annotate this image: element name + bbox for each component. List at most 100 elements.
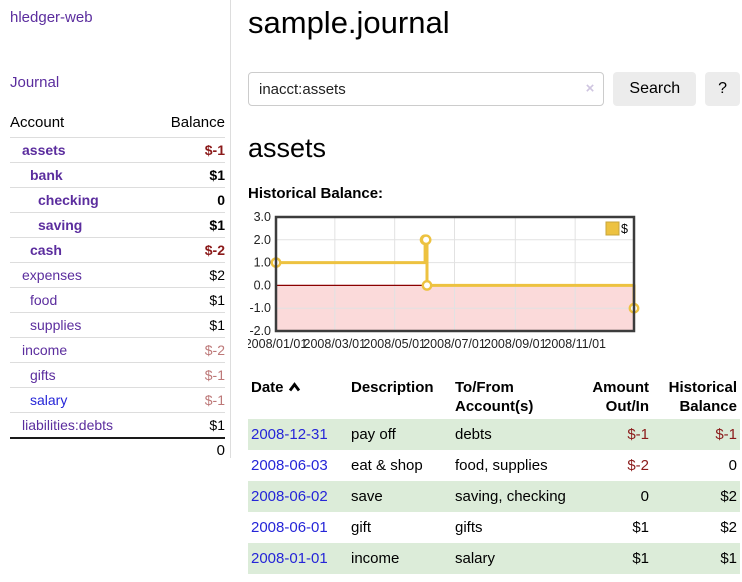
x-tick-label: 2008/11/01 bbox=[544, 337, 606, 351]
account-row: cash $-2 bbox=[10, 237, 225, 263]
account-row: supplies $1 bbox=[10, 312, 225, 338]
transaction-amount: $1 bbox=[578, 543, 652, 574]
account-balance: $1 bbox=[150, 212, 225, 238]
transaction-description: eat & shop bbox=[351, 457, 423, 474]
accounts-col-balance: Balance bbox=[170, 114, 225, 131]
register-col-amount: Amount Out/In bbox=[592, 379, 649, 415]
transaction-description: gift bbox=[351, 519, 372, 536]
account-row: food $1 bbox=[10, 287, 225, 313]
transaction-accounts: salary bbox=[452, 543, 578, 574]
accounts-table-header: Account Balance bbox=[10, 111, 225, 138]
register-col-balance: Historical Balance bbox=[668, 379, 737, 415]
register-col-date[interactable]: Date bbox=[248, 375, 348, 419]
x-tick-label: 2008/07/01 bbox=[423, 337, 486, 351]
y-tick-label: 0.0 bbox=[254, 278, 271, 292]
account-balance: $1 bbox=[150, 287, 225, 313]
nav-journal-link[interactable]: Journal bbox=[10, 74, 60, 91]
transaction-accounts: saving, checking bbox=[452, 481, 578, 512]
search-input[interactable] bbox=[248, 72, 605, 106]
account-row: income $-2 bbox=[10, 337, 225, 363]
x-tick-label: 2008/03/01 bbox=[304, 337, 367, 351]
y-tick-label: 3.0 bbox=[254, 211, 271, 224]
account-row: saving $1 bbox=[10, 212, 225, 238]
accounts-table-body: assets $-1 bank $1 checking 0 saving $1 cash $-2 e… bbox=[10, 137, 225, 438]
y-tick-label: 1.0 bbox=[254, 256, 271, 270]
transaction-date-link[interactable]: 2008-06-02 bbox=[251, 488, 328, 505]
transaction-accounts: food, supplies bbox=[455, 457, 548, 474]
search-button[interactable]: Search bbox=[613, 72, 697, 106]
balance-chart-svg: 3.0 2.0 1.0 0.0 -1.0 -2.02008/01/012008/03/01… bbox=[248, 211, 640, 351]
transaction-balance: $2 bbox=[720, 519, 737, 536]
sidebar-account-checking[interactable]: checking bbox=[38, 192, 99, 208]
sidebar-account-expenses[interactable]: expenses bbox=[22, 267, 82, 283]
account-balance: $1 bbox=[150, 162, 225, 188]
sidebar-account-assets[interactable]: assets bbox=[22, 142, 66, 158]
x-tick-label: 2008/05/01 bbox=[363, 337, 426, 351]
transaction-accounts: debts bbox=[452, 419, 578, 450]
sidebar-account-food[interactable]: food bbox=[30, 292, 58, 308]
register-col-description: Description bbox=[351, 379, 434, 396]
search-box: × bbox=[248, 72, 605, 106]
account-row: salary $-1 bbox=[10, 387, 225, 413]
transaction-date-link[interactable]: 2008-01-01 bbox=[251, 550, 328, 567]
accounts-col-account: Account bbox=[10, 114, 65, 131]
search-form: × Search ? bbox=[248, 72, 740, 106]
account-row: gifts $-1 bbox=[10, 362, 225, 388]
sidebar-account-bank[interactable]: bank bbox=[30, 167, 63, 183]
account-row: bank $1 bbox=[10, 162, 225, 188]
transaction-description: pay off bbox=[348, 419, 452, 450]
y-tick-label: 2.0 bbox=[254, 233, 271, 247]
data-point-marker bbox=[421, 280, 433, 291]
data-point-marker bbox=[420, 234, 432, 246]
account-row: expenses $2 bbox=[10, 262, 225, 288]
transaction-balance: 0 bbox=[728, 457, 737, 474]
sidebar-account-income[interactable]: income bbox=[22, 342, 68, 358]
y-tick-label: -2.0 bbox=[249, 324, 271, 338]
legend-label: $ bbox=[621, 222, 628, 236]
register-col-accounts: To/From Account(s) bbox=[455, 379, 534, 415]
transaction-row: 2008-06-02 save saving, checking 0 $2 bbox=[248, 481, 740, 512]
account-heading: assets bbox=[248, 133, 327, 163]
sidebar-account-saving[interactable]: saving bbox=[38, 217, 83, 233]
chart-title: Historical Balance: bbox=[248, 185, 384, 202]
account-balance: $-1 bbox=[150, 387, 225, 413]
sidebar-account-salary[interactable]: salary bbox=[30, 392, 68, 408]
account-balance: $1 bbox=[150, 412, 225, 438]
transaction-row: 2008-06-01 gift gifts $1 $2 bbox=[248, 512, 740, 543]
account-balance: $-2 bbox=[150, 337, 225, 363]
sidebar-account-gifts[interactable]: gifts bbox=[30, 367, 56, 383]
sidebar-account-liabilities-debts[interactable]: liabilities:debts bbox=[22, 417, 114, 433]
transaction-balance: $-1 bbox=[652, 419, 740, 450]
account-balance: $2 bbox=[150, 262, 225, 288]
account-row: liabilities:debts $1 bbox=[10, 412, 225, 438]
y-tick-label: -1.0 bbox=[249, 301, 271, 315]
transaction-description: save bbox=[348, 481, 452, 512]
sidebar-account-supplies[interactable]: supplies bbox=[30, 317, 82, 333]
page-title: sample.journal bbox=[248, 5, 450, 40]
sidebar-account-cash[interactable]: cash bbox=[30, 242, 62, 258]
app-brand-link[interactable]: hledger-web bbox=[10, 9, 93, 26]
transaction-description: income bbox=[348, 543, 452, 574]
register-table-body: 2008-12-31 pay off debts $-1 $-1 2008-06-03 ea… bbox=[248, 419, 740, 574]
account-balance: $-2 bbox=[150, 237, 225, 263]
transaction-date-link[interactable]: 2008-12-31 bbox=[251, 426, 328, 443]
search-help-button[interactable]: ? bbox=[705, 72, 740, 106]
accounts-total-value: 0 bbox=[150, 437, 225, 463]
main-content: sample.journal × Search ? assets Histori… bbox=[248, 0, 740, 574]
clear-search-icon[interactable]: × bbox=[585, 80, 595, 97]
transaction-date-link[interactable]: 2008-06-03 bbox=[251, 457, 328, 474]
legend-swatch bbox=[605, 221, 620, 236]
x-tick-label: 2008/01/01 bbox=[248, 337, 307, 351]
transaction-amount: $-1 bbox=[578, 419, 652, 450]
account-balance: $-1 bbox=[150, 137, 225, 163]
historical-balance-chart: 3.0 2.0 1.0 0.0 -1.0 -2.0 2008/01/01 2008/03/01… bbox=[248, 211, 740, 359]
transaction-accounts: gifts bbox=[455, 519, 483, 536]
transaction-date-link[interactable]: 2008-06-01 bbox=[251, 519, 328, 536]
accounts-table: Account Balance assets $-1 bank $1 checking 0… bbox=[10, 111, 225, 463]
account-row: assets $-1 bbox=[10, 137, 225, 163]
transaction-row: 2008-12-31 pay off debts $-1 $-1 bbox=[248, 419, 740, 450]
sort-asc-icon bbox=[288, 378, 301, 397]
transaction-amount: $1 bbox=[632, 519, 649, 536]
register-table: Date Description To/From Account(s) Amoun… bbox=[248, 375, 740, 574]
account-balance: $-1 bbox=[150, 362, 225, 388]
